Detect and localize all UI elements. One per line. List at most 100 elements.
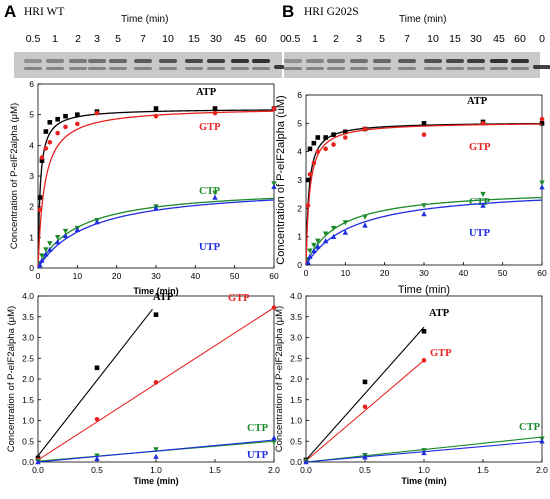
gel-band: [446, 67, 464, 70]
panel-a-letter: A: [4, 2, 17, 21]
x-tick-label: 0: [304, 268, 309, 278]
gel-band: [350, 67, 368, 70]
gel-band: [207, 67, 225, 70]
gel-band: [350, 59, 368, 63]
gel-band: [511, 67, 529, 70]
data-point-ctp: [47, 241, 53, 247]
series-label-atp: ATP: [467, 96, 488, 107]
gel-band: [46, 67, 64, 70]
gel-band: [327, 59, 345, 63]
data-point-utp: [311, 247, 317, 254]
y-tick-label: 0.5: [22, 436, 34, 446]
data-point-ctp: [39, 253, 45, 259]
data-point-utp: [35, 459, 41, 465]
gel-band: [373, 59, 391, 63]
data-point-gtp: [343, 135, 348, 140]
fit-line-atp: [305, 326, 425, 461]
data-point-gtp: [75, 121, 80, 127]
y-tick-label: 1.5: [22, 395, 34, 405]
data-point-atp: [307, 146, 313, 152]
gel-lane-label: 0: [280, 33, 286, 45]
y-tick-label: 3.5: [22, 312, 34, 322]
data-point-atp: [43, 129, 49, 134]
y-tick-label: 1: [297, 232, 302, 242]
fit-curve-utp: [305, 199, 543, 266]
series-label-atp: ATP: [429, 308, 450, 319]
gel-lane-label: 15: [449, 33, 461, 45]
series-label-atp: ATP: [196, 87, 217, 98]
y-tick-label: 3.5: [290, 312, 302, 322]
gel-band: [24, 59, 42, 63]
series-label-ctp: CTP: [247, 423, 269, 434]
data-point-atp: [421, 121, 427, 126]
gel-lane-label: 0.5: [26, 33, 41, 45]
gel-band: [134, 59, 152, 63]
data-point-utp: [362, 454, 368, 460]
gel-lane-label: 3: [356, 33, 362, 45]
data-point-utp: [330, 233, 337, 239]
data-point-atp: [539, 121, 545, 126]
data-point-ctp: [43, 247, 49, 253]
x-tick-label: 20: [380, 268, 390, 278]
series-label-gtp: GTP: [430, 348, 452, 359]
data-point-utp: [153, 205, 159, 211]
gel-panel-b: 0.5 1 2 3 5 7 10 15 30 45 60 0: [284, 33, 550, 78]
fit-line-gtp: [305, 359, 425, 462]
y-axis-title: Concentration of P-eIF2alpha (μM): [6, 306, 17, 452]
data-point-atp: [331, 132, 336, 137]
gel-band: [134, 67, 152, 70]
data-point-gtp: [421, 132, 427, 137]
y-tick-label: 0: [29, 263, 34, 273]
x-tick-label: 0.0: [32, 465, 44, 475]
data-point-gtp: [271, 305, 277, 310]
gel-band: [207, 59, 225, 63]
data-point-utp: [62, 232, 69, 239]
gel-band: [424, 67, 442, 70]
gel-lane-label: 15: [188, 33, 200, 45]
x-axis-title: Time (min): [133, 286, 178, 296]
data-point-atp: [94, 365, 100, 371]
fit-line-utp: [37, 439, 275, 463]
series-label-gtp: GTP: [469, 142, 491, 153]
data-point-gtp: [305, 203, 311, 208]
gel-band: [446, 59, 464, 63]
data-point-gtp: [271, 106, 277, 111]
data-point-ctp: [362, 214, 368, 220]
data-point-gtp: [212, 110, 218, 116]
series-label-ctp: CTP: [199, 186, 221, 197]
data-point-gtp: [47, 139, 53, 145]
gel-band: [398, 59, 416, 63]
gel-lane-label: 10: [162, 33, 174, 45]
data-point-gtp: [37, 207, 43, 213]
series-label-ctp: CTP: [469, 197, 491, 208]
plot-a-time-course: 0 10 20 30 40 50 60 0 1 2 3 4 5 6 Time (min) Concentrat…: [9, 79, 279, 296]
data-point-gtp: [311, 160, 317, 166]
y-tick-label: 6: [297, 90, 302, 100]
fit-curve-gtp: [37, 110, 275, 269]
gel-lane-label: 60: [255, 33, 267, 45]
data-point-atp: [212, 106, 218, 111]
gel-band: [306, 67, 324, 70]
x-tick-label: 0.5: [359, 465, 371, 475]
data-point-atp: [37, 195, 43, 200]
gel-band: [252, 67, 270, 70]
data-point-utp: [307, 253, 313, 259]
data-point-ctp: [330, 225, 337, 232]
gel-image: [14, 52, 282, 78]
gel-lane-label: 3: [94, 33, 100, 45]
gel-band: [185, 67, 203, 70]
gel-band: [424, 59, 442, 63]
y-tick-label: 1.5: [290, 395, 302, 405]
data-point-ctp: [54, 235, 61, 241]
data-point-utp: [94, 219, 100, 225]
y-tick-label: 5: [29, 110, 34, 120]
gel-band: [327, 67, 345, 70]
gel-band: [490, 59, 508, 63]
data-point-utp: [153, 453, 159, 459]
data-point-ctp: [480, 191, 486, 198]
y-tick-label: 2.5: [290, 353, 302, 363]
x-tick-label: 10: [73, 271, 83, 281]
gel-band: [533, 65, 550, 69]
data-point-utp: [271, 183, 277, 190]
data-point-ctp: [62, 228, 69, 235]
